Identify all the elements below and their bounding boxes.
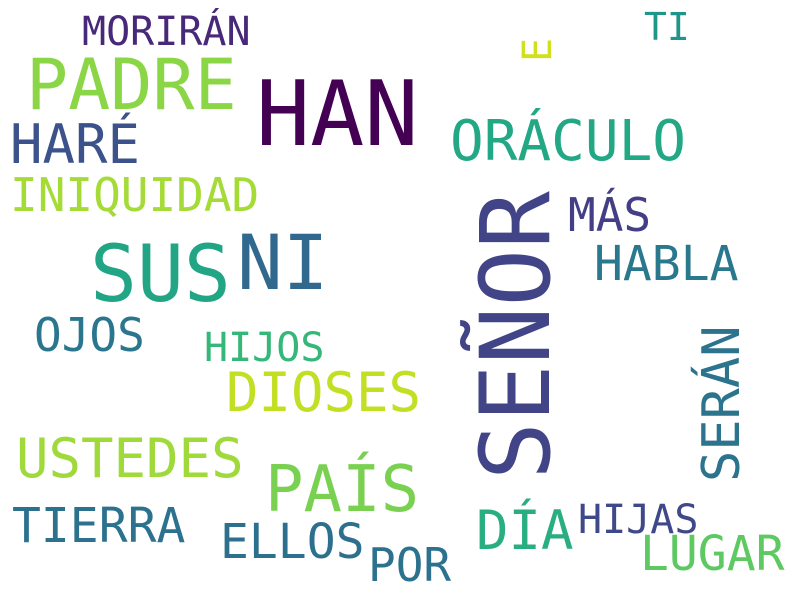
word-ti: TI bbox=[644, 5, 690, 49]
word-han: HAN bbox=[256, 62, 419, 167]
word-padre: PADRE bbox=[26, 44, 237, 126]
word-e: E bbox=[515, 37, 561, 62]
word-mas: MÁS bbox=[568, 188, 652, 242]
word-lugar: LUGAR bbox=[640, 526, 785, 582]
word-hijos: HIJOS bbox=[204, 325, 325, 371]
word-moriran: MORIRÁN bbox=[82, 9, 251, 55]
word-habla: HABLA bbox=[594, 236, 739, 292]
word-senor: SEÑOR bbox=[460, 191, 572, 480]
word-hare: HARÉ bbox=[10, 113, 141, 176]
word-ni: NI bbox=[237, 218, 329, 307]
word-tierra: TIERRA bbox=[12, 498, 186, 554]
word-hijas: HIJAS bbox=[578, 497, 699, 543]
word-ojos: OJOS bbox=[34, 308, 145, 362]
word-ellos: ELLOS bbox=[220, 514, 365, 570]
word-dioses: DIOSES bbox=[226, 361, 422, 424]
word-pais: PAÍS bbox=[265, 453, 420, 527]
word-iniquidad: INIQUIDAD bbox=[10, 168, 260, 222]
word-ustedes: USTEDES bbox=[16, 427, 244, 490]
word-por: POR bbox=[368, 538, 452, 592]
word-seran: SERÁN bbox=[692, 325, 752, 482]
word-sus: SUS bbox=[90, 230, 231, 320]
word-oraculo: ORÁCULO bbox=[450, 109, 687, 174]
word-dia: DÍA bbox=[476, 499, 574, 562]
